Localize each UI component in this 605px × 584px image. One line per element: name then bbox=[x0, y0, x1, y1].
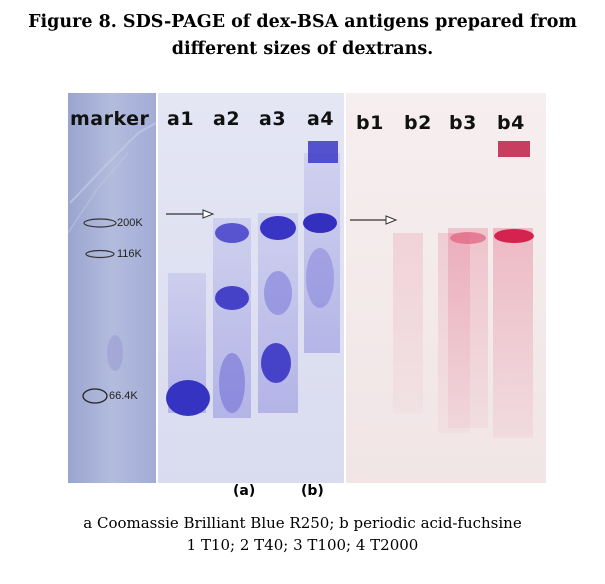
caption-line2: 1 T10; 2 T40; 3 T100; 4 T2000 bbox=[186, 536, 419, 554]
marker-label-66k: 66.4K bbox=[109, 390, 138, 402]
band-a1 bbox=[166, 380, 210, 416]
lane-label-b4: b4 bbox=[497, 112, 525, 134]
lane-label-b3: b3 bbox=[449, 112, 477, 134]
marker-label-116k: 116K bbox=[117, 248, 142, 260]
lane-label-b1: b1 bbox=[356, 112, 384, 134]
marker-panel bbox=[68, 93, 156, 483]
band-a3-top bbox=[260, 216, 296, 240]
band-b4-well bbox=[498, 141, 530, 157]
arrow-a bbox=[202, 209, 215, 219]
band-a3-low bbox=[261, 343, 291, 383]
marker-band-200k bbox=[83, 218, 117, 228]
band-a2-mid bbox=[215, 286, 249, 310]
marker-label-200k: 200K bbox=[117, 217, 143, 229]
lane-label-a3: a3 bbox=[259, 108, 287, 130]
marker-band-66k bbox=[82, 388, 108, 404]
caption-line1: a Coomassie Brilliant Blue R250; b perio… bbox=[83, 514, 522, 532]
lane-label-a1: a1 bbox=[167, 108, 195, 130]
lane-label-a2: a2 bbox=[213, 108, 241, 130]
lane-label-b2: b2 bbox=[404, 112, 432, 134]
sds-page-gel-image bbox=[68, 93, 546, 483]
figure-title-line2: different sizes of dextrans. bbox=[171, 39, 434, 59]
band-a2-top bbox=[215, 223, 249, 243]
arrow-b bbox=[385, 215, 398, 225]
panel-label-a: (a) bbox=[233, 483, 256, 499]
band-a4-main bbox=[303, 213, 337, 233]
panel-label-b: (b) bbox=[301, 483, 324, 499]
band-a4-well bbox=[308, 141, 338, 163]
lane-label-a4: a4 bbox=[307, 108, 335, 130]
band-b4-main bbox=[494, 229, 534, 243]
lane-label-marker: marker bbox=[70, 108, 150, 130]
band-b3 bbox=[450, 232, 486, 244]
figure-title-line1: Figure 8. SDS-PAGE of dex-BSA antigens p… bbox=[28, 12, 577, 32]
marker-band-116k bbox=[85, 249, 115, 259]
